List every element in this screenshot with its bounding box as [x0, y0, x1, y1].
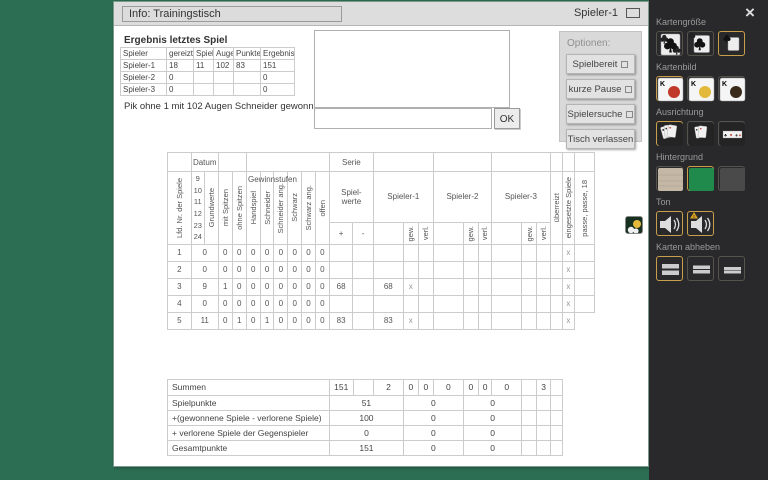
svg-text:K: K: [660, 81, 665, 88]
svg-text:K: K: [691, 81, 696, 88]
svg-text:♥: ♥: [700, 127, 702, 131]
svg-text:♥: ♥: [730, 132, 733, 137]
svg-text:K: K: [722, 81, 727, 88]
svg-text:♣: ♣: [724, 132, 727, 137]
